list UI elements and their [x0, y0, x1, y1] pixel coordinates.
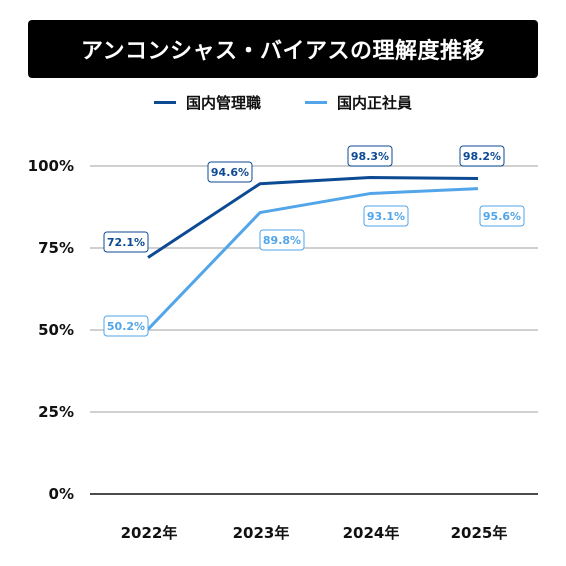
legend-label-managers: 国内管理職	[185, 94, 261, 112]
x-tick-label-1: 2023年	[233, 524, 290, 542]
y-tick-label-50: 50%	[38, 321, 74, 339]
data-label-s0-2: 98.3%	[351, 150, 389, 163]
chart-title-bar: アンコンシャス・バイアスの理解度推移	[28, 20, 538, 78]
data-label-s0-1: 94.6%	[211, 166, 249, 179]
series-line-1	[146, 187, 479, 331]
legend-item-managers: 国内管理職	[153, 92, 261, 113]
legend-swatch-employees	[305, 101, 327, 104]
x-tick-label-3: 2025年	[451, 524, 508, 542]
data-label-box-s1-0	[103, 315, 149, 337]
chart-title: アンコンシャス・バイアスの理解度推移	[80, 39, 486, 64]
data-label-s0-0: 72.1%	[107, 236, 145, 249]
legend-swatch-managers	[153, 101, 176, 104]
legend-item-employees: 国内正社員	[305, 92, 412, 113]
legend-label-employees: 国内正社員	[337, 94, 413, 112]
y-tick-label-75: 75%	[38, 239, 74, 257]
data-label-box-s0-3	[459, 145, 505, 167]
y-tick-label-100: 100%	[28, 157, 74, 175]
data-label-box-s1-2	[363, 205, 409, 227]
y-tick-label-25: 25%	[38, 403, 74, 421]
data-label-box-s1-3	[479, 205, 525, 227]
data-label-box-s0-0	[103, 231, 149, 253]
y-tick-label-0: 0%	[49, 485, 74, 503]
data-label-box-s0-2	[347, 145, 393, 167]
x-tick-label-0: 2022年	[121, 524, 178, 542]
data-label-s1-0: 50.2%	[107, 320, 145, 333]
data-label-box-s1-1	[259, 229, 305, 251]
data-label-s1-3: 95.6%	[483, 210, 521, 223]
series-line-0	[147, 175, 479, 259]
data-label-s1-1: 89.8%	[263, 234, 301, 247]
data-label-s1-2: 93.1%	[367, 210, 405, 223]
data-label-s0-3: 98.2%	[463, 150, 501, 163]
legend: 国内管理職 国内正社員	[0, 92, 566, 113]
x-tick-label-2: 2024年	[343, 524, 400, 542]
data-label-box-s0-1	[207, 161, 253, 183]
